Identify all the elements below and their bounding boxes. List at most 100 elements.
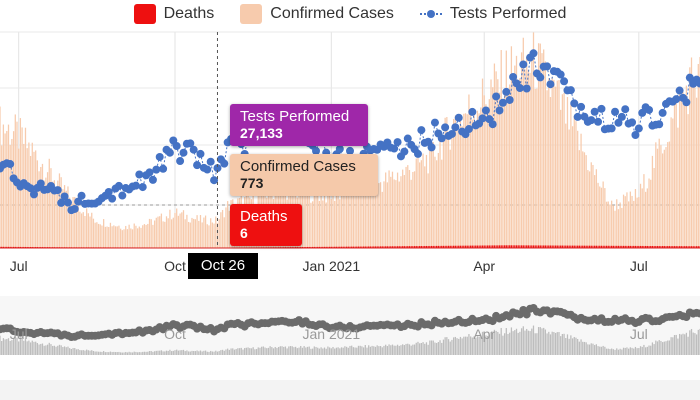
cases-bar [376, 177, 378, 248]
deaths-bar [565, 245, 567, 248]
deaths-bar [390, 246, 392, 248]
cases-bar [622, 194, 625, 248]
cases-bar [633, 200, 635, 248]
tests-point [495, 106, 504, 115]
navigator-bar [31, 340, 33, 355]
cases-bar [554, 86, 557, 248]
navigator-bar [650, 345, 652, 355]
navigator-bar [656, 341, 659, 355]
navigator-bar [238, 348, 241, 355]
cases-bar [459, 115, 462, 248]
navigator-bar [7, 338, 10, 355]
navigator-bar [373, 346, 375, 355]
cases-bar [89, 216, 91, 248]
navigator-bar [77, 349, 79, 355]
cases-bar [58, 173, 61, 248]
deaths-bar [419, 246, 421, 248]
navigator-bar [19, 337, 22, 355]
deaths-bar [310, 246, 312, 248]
tooltip-tests: Tests Performed 27,133 [230, 104, 368, 146]
tests-point [108, 194, 117, 203]
navigator-bar [152, 351, 154, 355]
navigator-bar [570, 335, 572, 355]
navigator-bar [125, 351, 127, 355]
navigator-bar [16, 337, 18, 355]
navigator-bar [449, 341, 451, 355]
navigator-bar [697, 329, 699, 355]
navigator-bar [424, 343, 426, 355]
tests-point [621, 105, 630, 114]
deaths-bar [617, 245, 620, 248]
navigator-bar [451, 339, 453, 355]
cases-bar [373, 184, 375, 248]
deaths-bar [629, 245, 631, 248]
cases-bar [390, 176, 392, 248]
navigator-bar [515, 328, 518, 355]
deaths-bar [655, 246, 657, 248]
navigator-bar [536, 333, 538, 355]
deaths-bar [9, 246, 11, 248]
deaths-bar [412, 246, 414, 248]
navigator-bar [228, 349, 231, 355]
cases-bar [128, 224, 130, 248]
navigator-bar [381, 347, 383, 355]
navigator-bar [199, 350, 202, 355]
deaths-bar [451, 245, 453, 248]
cases-bar [492, 87, 494, 249]
deaths-bar [327, 246, 329, 248]
tests-point [346, 146, 354, 155]
cases-bar [483, 95, 485, 249]
cases-bar [218, 219, 220, 248]
navigator-bar [532, 325, 535, 355]
navigator-bar [28, 340, 30, 355]
cases-bar [198, 220, 200, 248]
navigator-bar [539, 327, 541, 355]
navigator-bar [575, 337, 577, 355]
cases-bar [135, 225, 137, 248]
cases-bar [566, 97, 569, 248]
deaths-bar [439, 245, 441, 248]
legend-item-confirmed-cases[interactable]: Confirmed Cases [240, 4, 394, 24]
legend-item-tests-performed[interactable]: Tests Performed [419, 4, 566, 24]
navigator-bar [213, 351, 215, 355]
cases-bar [653, 167, 655, 248]
cases-bar [634, 189, 637, 248]
navigator-bar [339, 348, 341, 355]
navigator-bar [597, 346, 599, 355]
deaths-bar [682, 246, 684, 248]
tests-point [515, 84, 524, 93]
cases-bar [544, 61, 547, 249]
cases-bar [575, 121, 577, 248]
scrollbar-track[interactable] [0, 380, 700, 400]
navigator-bar [619, 348, 621, 355]
navigator-bar [267, 347, 270, 355]
navigator-bar [493, 329, 496, 355]
cases-bar [488, 99, 490, 248]
cases-bar [543, 49, 545, 249]
cases-bar [79, 211, 81, 248]
cases-bar [318, 200, 321, 248]
cases-bar [412, 171, 414, 248]
navigator-bar [252, 347, 254, 355]
navigator-bar [210, 350, 212, 355]
cases-bar [213, 223, 215, 248]
navigator-bar [308, 346, 310, 355]
navigator-bar [325, 348, 327, 355]
cases-bar [673, 101, 676, 249]
cases-bar [587, 170, 589, 248]
deaths-bar [583, 245, 586, 248]
cases-bar [184, 219, 186, 248]
cases-bar [196, 215, 198, 248]
deaths-bar [1, 246, 3, 248]
navigator-bar [354, 347, 356, 355]
navigator-bar [563, 333, 565, 355]
legend-item-deaths[interactable]: Deaths [133, 4, 214, 24]
deaths-bar [622, 245, 625, 248]
cases-bar [529, 72, 531, 248]
navigator-bar [291, 346, 293, 355]
deaths-bar [386, 246, 389, 248]
deaths-bar [628, 245, 630, 248]
navigator-bar [583, 341, 586, 355]
cases-bar [50, 168, 52, 248]
navigator-bar [672, 337, 674, 355]
